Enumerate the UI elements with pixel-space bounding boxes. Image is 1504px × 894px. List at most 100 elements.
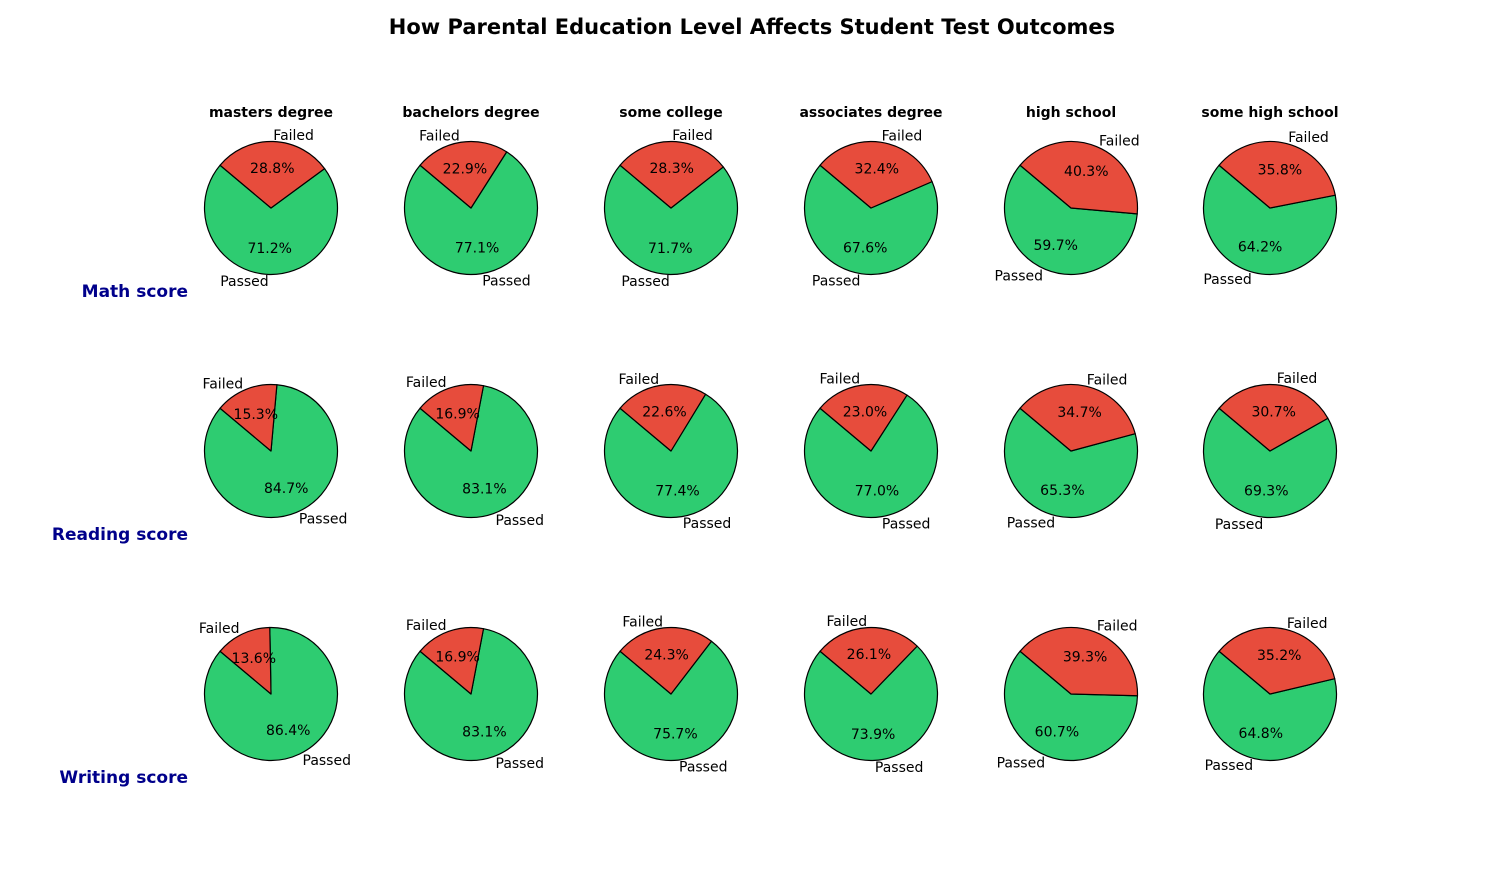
- slice-label-passed-writing-score-some-high-school: Passed: [1205, 758, 1253, 774]
- pct-label-passed-reading-score-masters-degree: 84.7%: [264, 481, 308, 497]
- pie-slice-failed-writing-score-some-college: [619, 626, 713, 695]
- pct-label-failed-reading-score-masters-degree: 15.3%: [234, 407, 278, 423]
- column-title-masters-degree: masters degree: [209, 105, 333, 121]
- pct-label-passed-math-score-masters-degree: 71.2%: [247, 241, 291, 257]
- pie-slice-failed-reading-score-masters-degree: [219, 383, 278, 452]
- pie-slice-passed-math-score-some-high-school: [1202, 164, 1338, 276]
- pct-label-failed-math-score-some-high-school: 35.8%: [1258, 162, 1302, 178]
- pct-label-passed-math-score-some-college: 71.7%: [648, 241, 692, 257]
- slice-label-failed-math-score-high-school: Failed: [1099, 133, 1140, 149]
- slice-label-failed-math-score-masters-degree: Failed: [273, 128, 314, 144]
- pie-slice-failed-math-score-masters-degree: [219, 140, 326, 209]
- slice-label-passed-writing-score-associates-degree: Passed: [875, 760, 923, 776]
- pct-label-passed-math-score-bachelors-degree: 77.1%: [455, 240, 499, 256]
- pie-slice-passed-writing-score-some-college: [603, 640, 739, 762]
- slice-label-passed-reading-score-some-high-school: Passed: [1215, 517, 1263, 533]
- column-title-some-high-school: some high school: [1201, 105, 1338, 121]
- slice-label-passed-reading-score-some-college: Passed: [683, 516, 731, 532]
- pie-slice-failed-reading-score-high-school: [1019, 383, 1136, 452]
- slice-label-passed-math-score-high-school: Passed: [995, 269, 1043, 285]
- pct-label-failed-writing-score-some-high-school: 35.2%: [1257, 648, 1301, 664]
- pie-slice-failed-writing-score-associates-degree: [819, 626, 918, 695]
- pct-label-passed-writing-score-some-college: 75.7%: [653, 727, 697, 743]
- slice-label-failed-reading-score-masters-degree: Failed: [202, 376, 243, 392]
- slice-label-failed-reading-score-high-school: Failed: [1087, 373, 1128, 389]
- pie-slice-failed-math-score-high-school: [1019, 140, 1139, 215]
- pct-label-passed-reading-score-high-school: 65.3%: [1040, 483, 1084, 499]
- pct-label-passed-writing-score-associates-degree: 73.9%: [851, 727, 895, 743]
- pie-slice-passed-writing-score-some-high-school: [1202, 650, 1338, 762]
- pie-slice-passed-reading-score-some-college: [603, 393, 739, 519]
- slice-label-passed-math-score-bachelors-degree: Passed: [482, 273, 530, 289]
- pct-label-failed-reading-score-bachelors-degree: 16.9%: [435, 406, 479, 422]
- column-title-some-college: some college: [619, 105, 722, 121]
- pct-label-passed-reading-score-some-high-school: 69.3%: [1244, 484, 1288, 500]
- column-title-associates-degree: associates degree: [799, 105, 942, 121]
- slice-label-passed-math-score-some-high-school: Passed: [1203, 272, 1251, 288]
- slice-label-passed-math-score-some-college: Passed: [621, 274, 669, 290]
- pie-slice-failed-math-score-associates-degree: [819, 140, 933, 209]
- slice-label-failed-writing-score-high-school: Failed: [1097, 619, 1138, 635]
- pct-label-failed-math-score-some-college: 28.3%: [649, 161, 693, 177]
- pct-label-failed-math-score-high-school: 40.3%: [1064, 164, 1108, 180]
- pie-slice-failed-math-score-some-high-school: [1218, 140, 1336, 209]
- slice-label-passed-reading-score-masters-degree: Passed: [299, 512, 347, 528]
- pie-slice-failed-writing-score-bachelors-degree: [419, 626, 485, 695]
- pie-slice-failed-math-score-some-college: [619, 140, 724, 209]
- pie-slice-passed-writing-score-high-school: [1003, 650, 1139, 762]
- pct-label-failed-reading-score-associates-degree: 23.0%: [843, 405, 887, 421]
- slice-label-failed-writing-score-bachelors-degree: Failed: [406, 618, 447, 634]
- pct-label-failed-reading-score-some-high-school: 30.7%: [1251, 404, 1295, 420]
- slice-label-failed-math-score-some-high-school: Failed: [1288, 130, 1329, 146]
- slice-label-failed-math-score-some-college: Failed: [672, 128, 713, 144]
- slice-label-passed-math-score-masters-degree: Passed: [220, 274, 268, 290]
- pct-label-passed-writing-score-high-school: 60.7%: [1035, 724, 1079, 740]
- pie-slice-failed-math-score-bachelors-degree: [419, 140, 508, 209]
- row-label-math-score: Math score: [82, 282, 188, 302]
- row-label-writing-score: Writing score: [59, 768, 188, 788]
- slice-label-failed-math-score-bachelors-degree: Failed: [419, 129, 460, 145]
- slice-label-failed-writing-score-masters-degree: Failed: [199, 621, 240, 637]
- slice-label-passed-reading-score-bachelors-degree: Passed: [496, 513, 544, 529]
- slice-label-failed-reading-score-some-high-school: Failed: [1277, 371, 1318, 387]
- pie-slice-passed-math-score-masters-degree: [203, 164, 339, 276]
- pie-slice-failed-reading-score-some-high-school: [1218, 383, 1329, 452]
- pie-slice-failed-reading-score-bachelors-degree: [419, 383, 485, 452]
- pie-slice-passed-writing-score-masters-degree: [203, 626, 339, 762]
- slice-label-failed-reading-score-some-college: Failed: [619, 372, 660, 388]
- pct-label-passed-math-score-associates-degree: 67.6%: [843, 241, 887, 257]
- slice-label-passed-reading-score-associates-degree: Passed: [882, 516, 930, 532]
- pct-label-failed-math-score-masters-degree: 28.8%: [250, 161, 294, 177]
- pie-slice-failed-reading-score-some-college: [619, 383, 707, 452]
- pie-slice-passed-reading-score-some-high-school: [1202, 407, 1338, 519]
- pie-slice-passed-math-score-associates-degree: [803, 164, 939, 276]
- pie-slice-passed-math-score-bachelors-degree: [403, 151, 539, 276]
- pie-slice-failed-writing-score-masters-degree: [219, 626, 272, 695]
- pct-label-failed-writing-score-some-college: 24.3%: [644, 647, 688, 663]
- pct-label-failed-writing-score-high-school: 39.3%: [1063, 650, 1107, 666]
- slice-label-failed-writing-score-associates-degree: Failed: [826, 614, 867, 630]
- pct-label-passed-reading-score-some-college: 77.4%: [655, 483, 699, 499]
- slice-label-failed-math-score-associates-degree: Failed: [882, 129, 923, 145]
- pct-label-failed-reading-score-high-school: 34.7%: [1057, 405, 1101, 421]
- pct-label-passed-reading-score-bachelors-degree: 83.1%: [462, 482, 506, 498]
- pct-label-failed-reading-score-some-college: 22.6%: [642, 405, 686, 421]
- column-title-high-school: high school: [1026, 105, 1116, 121]
- pct-label-failed-math-score-associates-degree: 32.4%: [855, 162, 899, 178]
- pie-slice-passed-reading-score-associates-degree: [803, 394, 939, 519]
- pie-slice-failed-writing-score-high-school: [1019, 626, 1139, 697]
- slice-label-failed-reading-score-associates-degree: Failed: [819, 372, 860, 388]
- pct-label-passed-writing-score-bachelors-degree: 83.1%: [462, 725, 506, 741]
- column-title-bachelors-degree: bachelors degree: [402, 105, 539, 121]
- pct-label-passed-reading-score-associates-degree: 77.0%: [855, 484, 899, 500]
- slice-label-failed-writing-score-some-college: Failed: [622, 614, 663, 630]
- pct-label-failed-writing-score-associates-degree: 26.1%: [847, 647, 891, 663]
- slice-label-failed-writing-score-some-high-school: Failed: [1287, 616, 1328, 632]
- pie-slice-passed-writing-score-associates-degree: [803, 645, 939, 762]
- pct-label-failed-writing-score-bachelors-degree: 16.9%: [435, 649, 479, 665]
- slice-label-failed-reading-score-bachelors-degree: Failed: [406, 375, 447, 391]
- row-label-reading-score: Reading score: [52, 525, 188, 545]
- pct-label-failed-writing-score-masters-degree: 13.6%: [232, 651, 276, 667]
- pct-label-passed-math-score-some-high-school: 64.2%: [1238, 240, 1282, 256]
